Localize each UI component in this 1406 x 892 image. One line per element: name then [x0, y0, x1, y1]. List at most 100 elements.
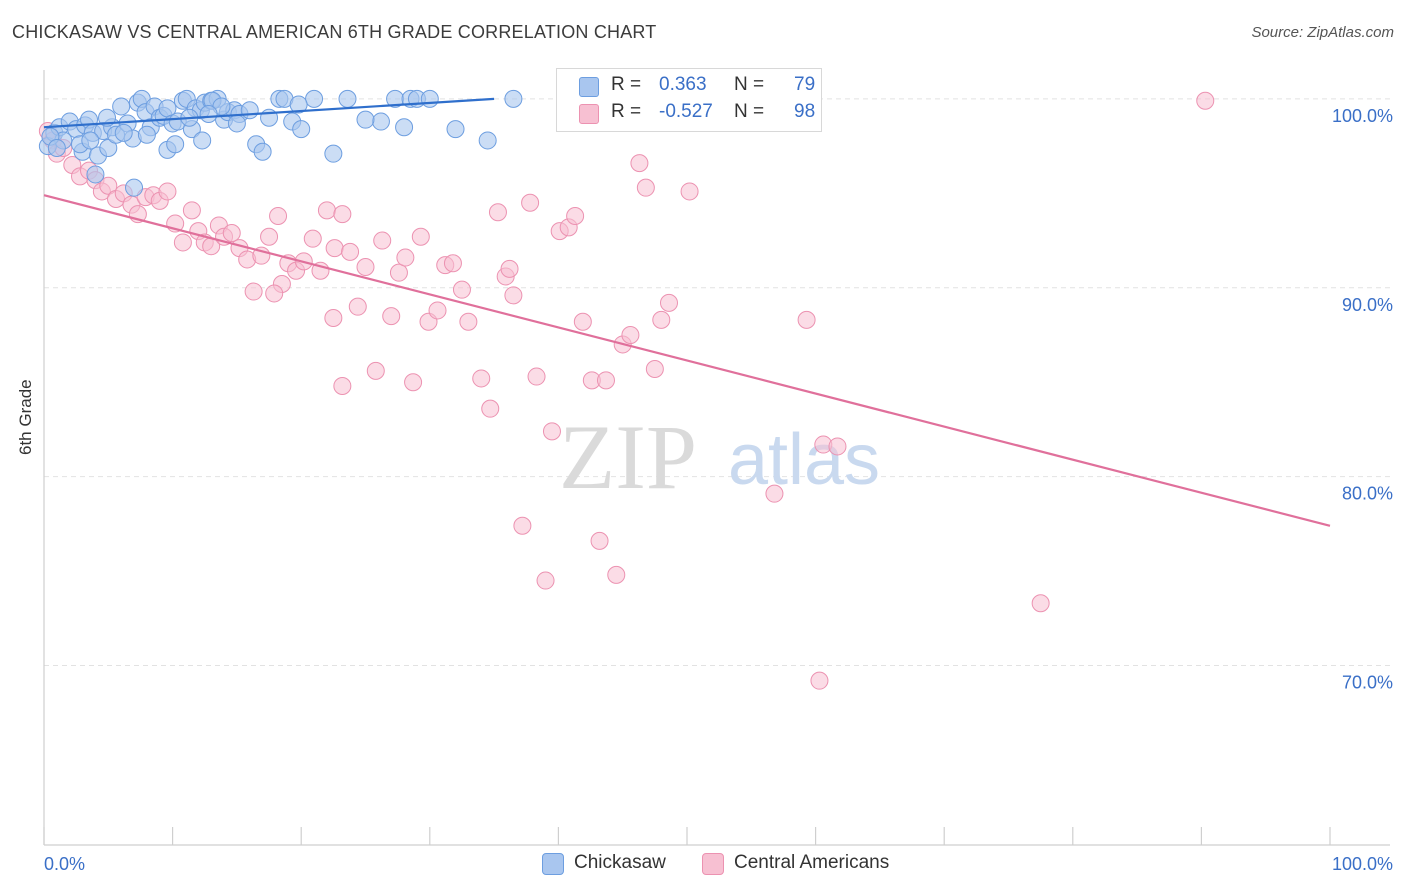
data-point-chickasaw — [324, 144, 343, 163]
r-value: -0.527 — [659, 101, 713, 122]
data-point-chickasaw — [356, 110, 375, 129]
data-point-central-americans — [260, 227, 279, 246]
data-point-chickasaw — [99, 139, 118, 157]
data-point-central-americans — [513, 516, 532, 535]
y-tick-label: 90.0% — [1342, 295, 1393, 315]
data-point-chickasaw — [193, 131, 212, 150]
chart-title: CHICKASAW VS CENTRAL AMERICAN 6TH GRADE … — [12, 22, 657, 42]
data-point-central-americans — [356, 258, 375, 276]
data-point-central-americans — [472, 369, 491, 388]
watermark-atlas: atlas — [728, 420, 880, 500]
y-tick-label: 70.0% — [1342, 673, 1393, 693]
data-point-central-americans — [536, 571, 555, 590]
data-point-central-americans — [488, 203, 507, 222]
axes — [43, 70, 1390, 846]
data-point-chickasaw — [420, 89, 439, 108]
n-label: N = — [734, 101, 765, 122]
data-point-chickasaw — [199, 105, 218, 123]
data-point-central-americans — [158, 182, 177, 201]
data-point-chickasaw — [395, 118, 414, 137]
r-label: R = — [611, 74, 642, 95]
stats-box: R = 0.363 N = 79 R = -0.527 N = 98 — [556, 68, 822, 132]
data-point-chickasaw — [289, 95, 308, 114]
y-tick-label: 80.0% — [1342, 484, 1393, 504]
data-point-central-americans — [173, 233, 192, 252]
trend-line-chickasaw — [43, 97, 495, 129]
data-point-central-americans — [797, 310, 816, 329]
data-point-central-americans — [630, 154, 649, 173]
data-point-chickasaw — [446, 120, 465, 139]
data-point-central-americans — [341, 242, 360, 261]
data-point-chickasaw — [338, 89, 357, 108]
data-point-central-americans — [389, 263, 408, 282]
legend-swatch-pink — [702, 853, 724, 875]
data-point-central-americans — [765, 484, 784, 503]
data-point-central-americans — [573, 312, 592, 331]
data-point-central-americans — [366, 361, 385, 380]
data-point-central-americans — [222, 224, 241, 242]
data-point-chickasaw — [81, 131, 100, 150]
n-value: 98 — [794, 101, 816, 122]
data-point-central-americans — [411, 227, 430, 246]
data-point-chickasaw — [114, 123, 133, 142]
data-point-central-americans — [566, 207, 585, 225]
legend-swatch-blue — [542, 853, 564, 875]
data-point-central-americans — [317, 201, 336, 220]
data-point-central-americans — [265, 284, 284, 303]
data-point-chickasaw — [504, 89, 523, 108]
data-point-central-americans — [481, 399, 500, 418]
r-value: 0.363 — [659, 74, 707, 95]
trend-lines — [43, 97, 1331, 527]
source-label: Source: ZipAtlas.com — [1251, 24, 1394, 41]
data-point-central-americans — [680, 182, 699, 201]
data-point-central-americans — [828, 437, 847, 456]
data-point-central-americans — [645, 360, 664, 378]
y-tick-label: 100.0% — [1332, 106, 1393, 126]
data-point-central-americans — [244, 282, 263, 301]
data-point-central-americans — [1031, 594, 1050, 613]
data-point-central-americans — [382, 307, 401, 326]
data-point-central-americans — [428, 301, 447, 320]
data-point-central-americans — [269, 207, 288, 225]
data-point-central-americans — [607, 565, 626, 584]
data-point-central-americans — [636, 178, 655, 197]
data-point-central-americans — [459, 312, 478, 331]
n-label: N = — [734, 74, 765, 95]
data-point-central-americans — [590, 531, 609, 550]
data-point-chickasaw — [86, 165, 105, 184]
watermark-zip: ZIP — [559, 406, 697, 508]
data-point-central-americans — [1196, 91, 1215, 110]
data-point-chickasaw — [137, 125, 156, 144]
data-point-central-americans — [348, 297, 367, 316]
tick-labels: 70.0% 80.0% 90.0% 100.0% 0.0% 100.0% — [44, 106, 1393, 874]
data-point-central-americans — [596, 371, 615, 390]
gridlines — [44, 98, 1390, 667]
data-point-central-americans — [521, 193, 540, 212]
data-point-central-americans — [182, 201, 201, 220]
data-point-central-americans — [99, 176, 118, 195]
data-point-chickasaw — [47, 139, 66, 157]
data-point-chickasaw — [166, 135, 185, 154]
data-point-chickasaw — [371, 112, 390, 131]
data-point-central-americans — [325, 239, 344, 258]
series-central-americans — [38, 91, 1215, 690]
r-label: R = — [611, 101, 642, 122]
data-point-central-americans — [621, 326, 640, 344]
x-tick-label: 100.0% — [1332, 854, 1393, 874]
data-point-central-americans — [652, 310, 671, 329]
legend-label: Central Americans — [734, 852, 890, 873]
data-point-central-americans — [333, 205, 352, 224]
data-point-central-americans — [396, 248, 415, 267]
data-point-chickasaw — [253, 142, 272, 161]
data-point-central-americans — [500, 259, 519, 278]
data-point-central-americans — [452, 280, 471, 299]
data-point-central-americans — [527, 367, 546, 386]
data-point-central-americans — [333, 377, 352, 395]
data-point-central-americans — [303, 229, 322, 248]
data-point-chickasaw — [305, 89, 324, 108]
data-point-chickasaw — [125, 178, 144, 197]
data-point-central-americans — [542, 422, 561, 441]
data-point-central-americans — [404, 373, 423, 392]
stats-swatch-blue — [579, 77, 599, 97]
